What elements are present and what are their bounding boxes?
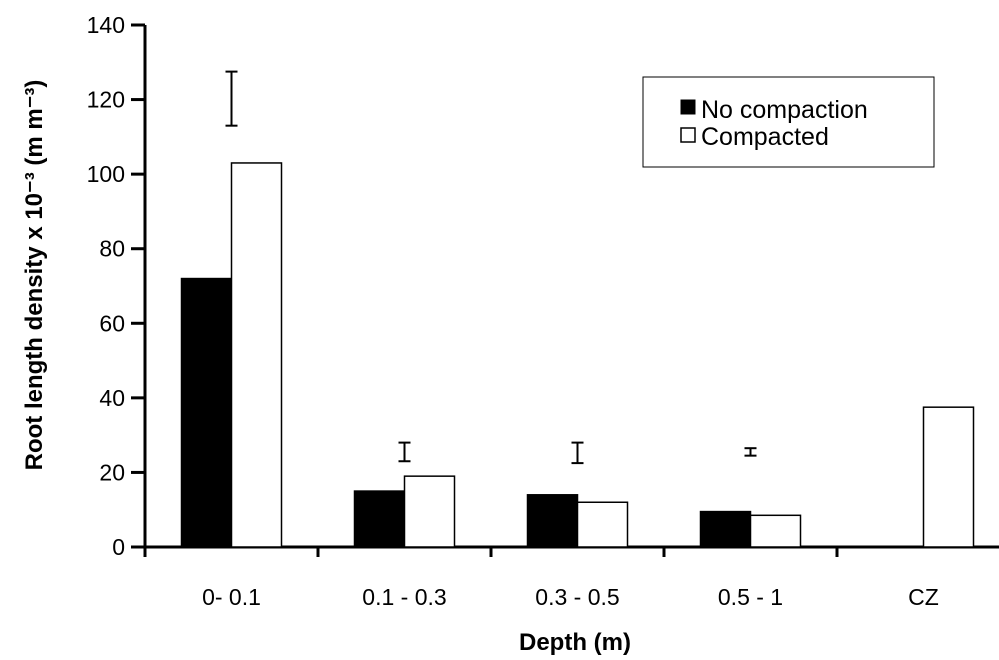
y-tick-label: 60 [99,310,125,336]
x-tick-label: CZ [908,584,939,610]
tick-labels: 0 20 40 60 80 100 120 140 0- 0.1 0.1 - 0.3 0.3 - 0… [87,12,939,610]
bar-compacted [749,514,802,548]
bar-compacted [403,475,456,548]
bar-no-compaction [699,510,752,548]
y-tick-label: 140 [87,12,125,38]
bar-no-compaction [180,277,233,548]
legend-swatch-no-compaction [680,99,696,115]
x-tick-label: 0.5 - 1 [718,584,783,610]
y-tick-label: 40 [99,385,125,411]
x-axis-title: Depth (m) [519,629,631,656]
bar-no-compaction [353,490,406,548]
legend-box [642,76,935,168]
y-tick-label: 100 [87,161,125,187]
y-tick-label: 120 [87,87,125,113]
legend-label-no-compaction: No compaction [701,96,868,124]
legend-label-compacted: Compacted [701,123,829,151]
bar-no-compaction [526,494,579,548]
bar-compacted [576,501,629,548]
legend: No compaction Compacted [642,76,935,168]
legend-swatch-compacted [680,127,696,143]
x-tick-label: 0- 0.1 [202,584,261,610]
y-tick-label: 0 [112,534,125,560]
bar-compacted [230,162,283,548]
y-tick-label: 20 [99,459,125,485]
x-tick-label: 0.3 - 0.5 [535,584,619,610]
axes [131,23,999,557]
x-tick-label: 0.1 - 0.3 [362,584,446,610]
y-tick-label: 80 [99,236,125,262]
error-bars [225,70,757,465]
y-axis-title: Root length density x 10⁻³ (m m⁻³) [21,80,48,471]
bars [180,162,975,548]
bar-compacted [922,406,975,548]
